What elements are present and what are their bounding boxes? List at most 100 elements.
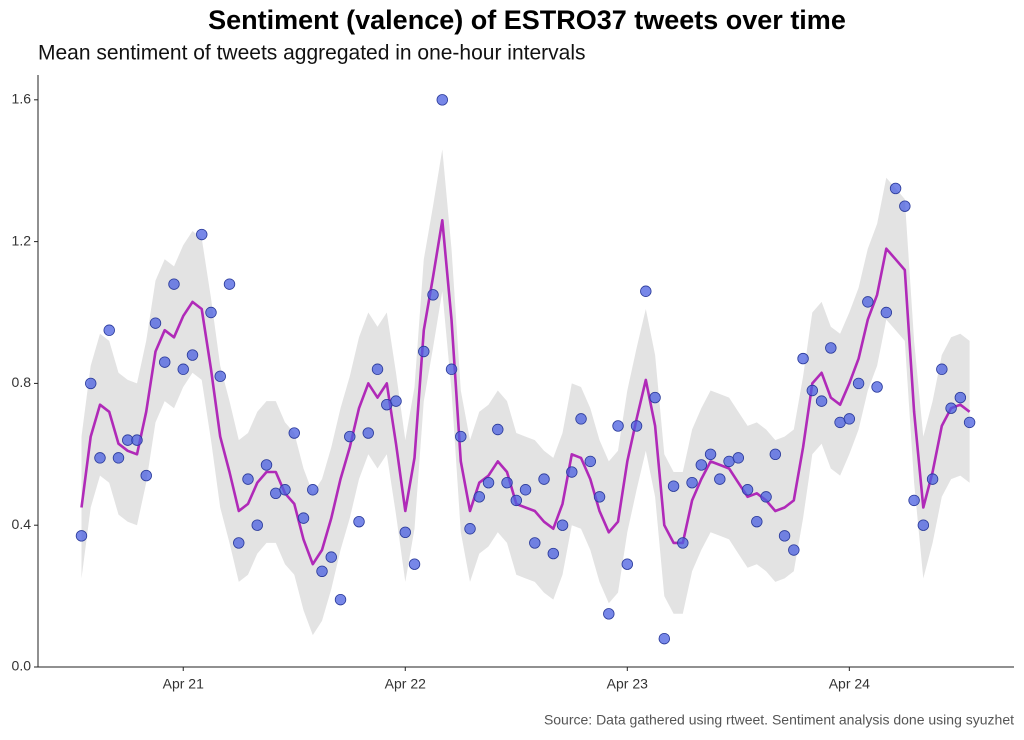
x-tick-label: Apr 21	[163, 676, 204, 692]
data-point	[75, 530, 88, 542]
data-point	[741, 484, 754, 496]
data-point	[103, 324, 115, 336]
data-point	[640, 285, 652, 297]
data-point	[862, 296, 874, 308]
data-point	[501, 476, 513, 489]
data-point	[926, 473, 939, 485]
data-point	[917, 519, 930, 531]
data-point	[325, 551, 337, 563]
data-point	[297, 512, 310, 524]
data-point	[695, 459, 708, 471]
data-point	[603, 608, 615, 620]
data-point	[538, 473, 550, 485]
y-tick-label: 1.2	[12, 232, 32, 248]
data-point	[260, 459, 273, 471]
data-point	[196, 228, 208, 241]
data-point	[630, 420, 643, 432]
data-point	[899, 200, 911, 212]
data-point	[621, 558, 634, 570]
data-point	[769, 448, 782, 461]
data-point	[797, 352, 809, 365]
data-point	[658, 632, 671, 645]
data-point	[751, 515, 763, 528]
data-point	[880, 306, 893, 319]
data-point	[815, 395, 828, 407]
data-point	[566, 466, 578, 478]
data-point	[149, 317, 162, 329]
data-point	[677, 537, 689, 549]
data-point	[936, 363, 948, 375]
data-point	[251, 519, 263, 531]
data-point	[94, 452, 106, 464]
data-point	[140, 469, 152, 482]
data-point	[778, 530, 791, 542]
data-point	[131, 434, 143, 446]
data-point	[307, 484, 319, 496]
data-point	[455, 430, 467, 443]
data-point	[825, 342, 837, 354]
data-point	[288, 427, 300, 439]
data-point	[584, 455, 596, 468]
data-point	[556, 519, 569, 531]
data-point	[408, 558, 421, 570]
chart-caption: Source: Data gathered using rtweet. Sent…	[544, 712, 1014, 728]
data-point	[704, 448, 717, 461]
data-point	[464, 523, 476, 535]
data-point	[760, 491, 772, 503]
data-point	[223, 278, 236, 290]
data-point	[427, 289, 439, 301]
data-point	[242, 473, 254, 485]
data-point	[492, 423, 504, 436]
data-point	[593, 491, 606, 503]
y-tick-label: 0.4	[12, 516, 32, 532]
data-point	[334, 593, 347, 606]
data-point	[316, 565, 328, 577]
data-point	[519, 484, 532, 496]
data-point	[399, 526, 411, 538]
data-point	[889, 182, 902, 195]
data-point	[205, 306, 217, 319]
data-point	[806, 384, 819, 397]
data-point	[788, 544, 800, 556]
data-point	[667, 480, 680, 492]
data-point	[843, 413, 856, 425]
data-point	[612, 420, 624, 432]
data-point	[482, 476, 495, 489]
chart-title: Sentiment (valence) of ESTRO37 tweets ov…	[208, 5, 846, 35]
data-point	[871, 381, 883, 393]
data-point	[649, 391, 661, 404]
data-point	[852, 377, 865, 390]
data-point	[686, 476, 698, 489]
data-point	[371, 363, 384, 375]
data-point	[714, 473, 726, 485]
data-point	[908, 494, 920, 507]
data-point	[547, 547, 559, 560]
data-point	[418, 345, 430, 358]
data-point	[186, 349, 199, 361]
data-point	[233, 537, 245, 549]
data-point	[177, 363, 189, 375]
data-point	[159, 356, 171, 368]
data-point	[954, 391, 967, 404]
data-point	[436, 94, 448, 106]
data-point	[510, 494, 522, 507]
y-tick-label: 0.0	[12, 658, 32, 674]
x-tick-label: Apr 22	[385, 676, 426, 692]
data-point	[445, 363, 458, 375]
chart-subtitle: Mean sentiment of tweets aggregated in o…	[38, 42, 586, 65]
data-point	[945, 402, 957, 414]
data-point	[112, 452, 125, 464]
data-point	[279, 484, 291, 496]
data-point	[473, 491, 485, 503]
y-tick-label: 0.8	[12, 374, 32, 390]
data-point	[214, 370, 226, 383]
y-tick-label: 1.6	[12, 91, 32, 107]
smoothed-line	[80, 219, 971, 566]
data-point	[963, 416, 976, 429]
data-point	[353, 515, 365, 528]
data-point	[732, 452, 745, 464]
data-point	[85, 377, 97, 390]
x-tick-label: Apr 23	[607, 676, 648, 692]
data-point	[529, 537, 541, 549]
